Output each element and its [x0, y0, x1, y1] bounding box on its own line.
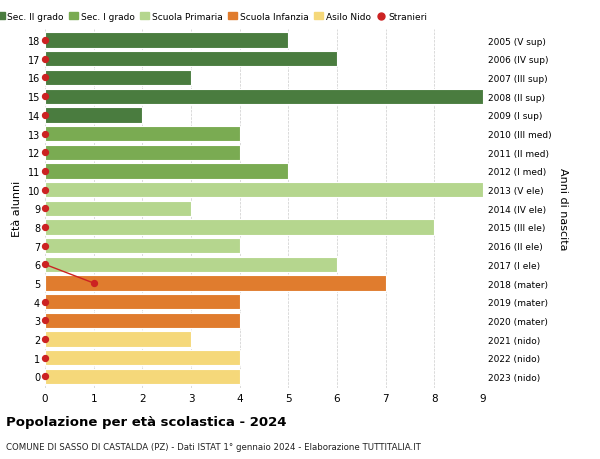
- Bar: [45, 369, 239, 384]
- Point: [40, 354, 50, 362]
- Point: [40, 205, 50, 213]
- Bar: [45, 52, 337, 67]
- Point: [40, 224, 50, 231]
- Point: [40, 56, 50, 63]
- Y-axis label: Anni di nascita: Anni di nascita: [558, 168, 568, 250]
- Bar: [45, 294, 239, 310]
- Text: Popolazione per età scolastica - 2024: Popolazione per età scolastica - 2024: [6, 415, 287, 428]
- Bar: [45, 34, 289, 49]
- Point: [40, 373, 50, 381]
- Point: [40, 93, 50, 101]
- Bar: [45, 71, 191, 86]
- Y-axis label: Età alunni: Età alunni: [12, 181, 22, 237]
- Point: [89, 280, 98, 287]
- Point: [40, 75, 50, 82]
- Point: [40, 112, 50, 119]
- Bar: [45, 90, 483, 105]
- Bar: [45, 332, 191, 347]
- Point: [40, 317, 50, 325]
- Legend: Sec. II grado, Sec. I grado, Scuola Primaria, Scuola Infanzia, Asilo Nido, Stran: Sec. II grado, Sec. I grado, Scuola Prim…: [0, 13, 427, 22]
- Bar: [45, 350, 239, 366]
- Point: [40, 186, 50, 194]
- Bar: [45, 201, 191, 217]
- Point: [40, 298, 50, 306]
- Point: [40, 149, 50, 157]
- Bar: [45, 183, 483, 198]
- Bar: [45, 220, 434, 235]
- Text: COMUNE DI SASSO DI CASTALDA (PZ) - Dati ISTAT 1° gennaio 2024 - Elaborazione TUT: COMUNE DI SASSO DI CASTALDA (PZ) - Dati …: [6, 442, 421, 451]
- Point: [40, 336, 50, 343]
- Bar: [45, 127, 239, 142]
- Point: [40, 168, 50, 175]
- Bar: [45, 313, 239, 328]
- Point: [40, 37, 50, 45]
- Bar: [45, 276, 386, 291]
- Bar: [45, 239, 239, 254]
- Point: [40, 242, 50, 250]
- Point: [40, 261, 50, 269]
- Bar: [45, 108, 142, 123]
- Bar: [45, 145, 239, 161]
- Point: [40, 130, 50, 138]
- Bar: [45, 257, 337, 273]
- Bar: [45, 164, 289, 179]
